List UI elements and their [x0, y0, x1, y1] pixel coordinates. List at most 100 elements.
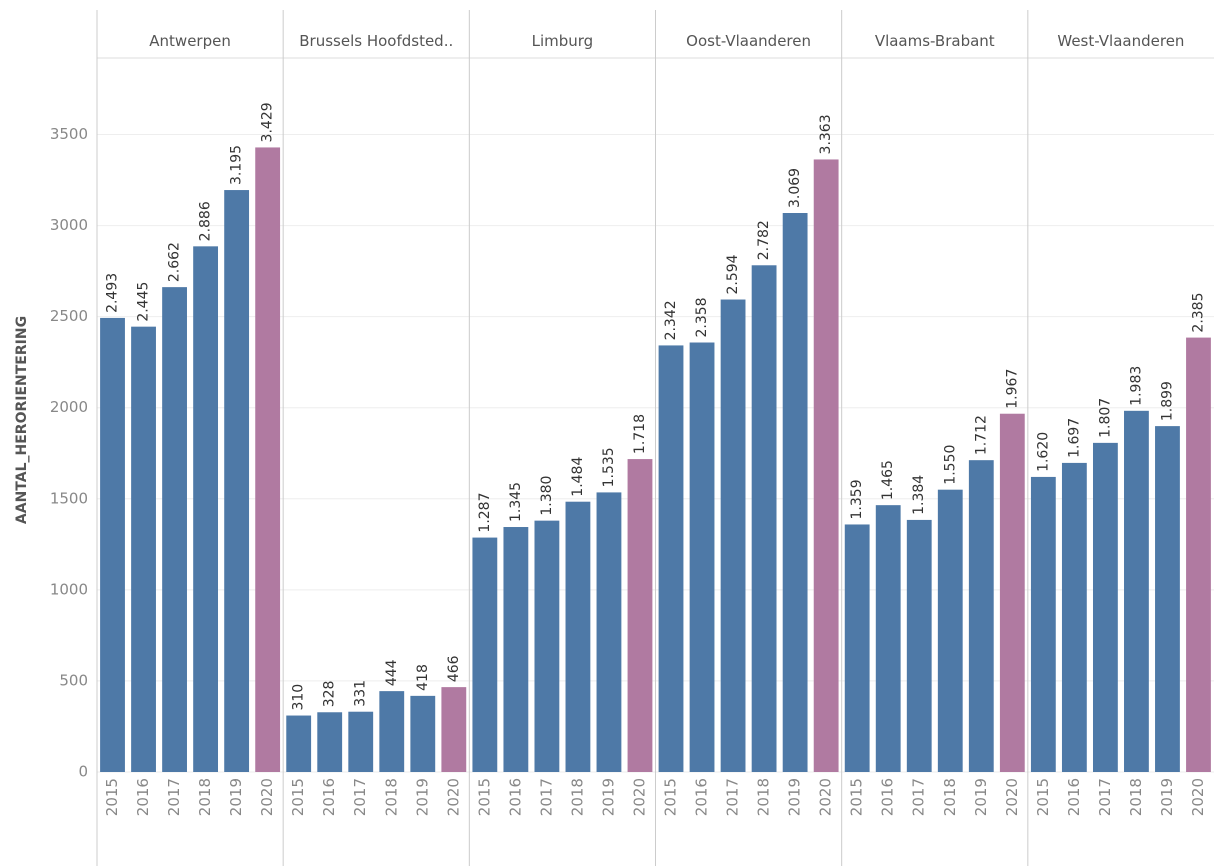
bar — [472, 537, 498, 772]
x-tick-label: 2020 — [444, 778, 462, 816]
bar — [720, 299, 746, 772]
value-label: 1.484 — [570, 457, 586, 497]
bar — [751, 265, 777, 772]
x-tick-label: 2015 — [103, 778, 121, 816]
bar — [875, 505, 901, 772]
x-tick-label: 2019 — [413, 778, 431, 816]
x-tick-label: 2019 — [599, 778, 617, 816]
x-tick-label: 2015 — [289, 778, 307, 816]
x-tick-label: 2019 — [1158, 778, 1176, 816]
value-label: 1.465 — [880, 460, 896, 500]
bar — [162, 287, 187, 772]
x-tick-label: 2017 — [724, 778, 742, 816]
x-tick-label: 2017 — [165, 778, 183, 816]
panel-header: Vlaams-Brabant — [875, 32, 995, 50]
value-label: 2.662 — [167, 242, 183, 282]
x-tick-label: 2016 — [134, 778, 152, 816]
x-tick-label: 2017 — [910, 778, 928, 816]
bar — [627, 459, 653, 772]
x-tick-label: 2020 — [1189, 778, 1207, 816]
bar — [534, 520, 560, 772]
bar — [596, 492, 622, 772]
value-label: 2.385 — [1190, 292, 1206, 332]
panel-header: Brussels Hoofdsted.. — [299, 32, 453, 50]
x-tick-label: 2019 — [786, 778, 804, 816]
value-label: 444 — [384, 659, 400, 686]
bar — [1061, 462, 1087, 772]
value-label: 1.697 — [1066, 418, 1082, 458]
value-label: 2.782 — [756, 220, 772, 260]
y-tick-label: 1500 — [50, 489, 88, 507]
value-label: 2.445 — [136, 282, 152, 322]
x-tick-label: 2020 — [630, 778, 648, 816]
value-label: 310 — [291, 684, 307, 711]
value-label: 1.807 — [1097, 398, 1113, 438]
x-tick-label: 2015 — [1034, 778, 1052, 816]
y-tick-label: 3000 — [50, 216, 88, 234]
x-tick-label: 2016 — [1065, 778, 1083, 816]
x-tick-label: 2019 — [972, 778, 990, 816]
value-label: 3.429 — [260, 102, 276, 142]
value-label: 466 — [446, 655, 462, 682]
value-label: 3.195 — [229, 145, 245, 185]
bar — [193, 246, 219, 773]
bar — [844, 524, 870, 772]
bar — [348, 711, 374, 772]
value-label: 1.384 — [911, 475, 927, 515]
bar — [131, 326, 156, 772]
value-label: 2.342 — [663, 300, 679, 340]
x-tick-label: 2018 — [568, 778, 586, 816]
y-tick-label: 500 — [59, 671, 88, 689]
bar — [410, 695, 436, 772]
value-label: 1.535 — [601, 447, 617, 487]
y-tick-label: 0 — [78, 763, 88, 781]
value-label: 2.594 — [725, 254, 741, 294]
x-tick-label: 2019 — [227, 778, 245, 816]
x-tick-label: 2015 — [848, 778, 866, 816]
value-label: 328 — [322, 681, 338, 708]
value-label: 1.718 — [632, 414, 648, 454]
bar — [100, 317, 125, 772]
bar — [255, 147, 281, 773]
bar — [286, 715, 312, 772]
value-label: 1.967 — [1004, 369, 1020, 409]
x-tick-label: 2015 — [475, 778, 493, 816]
x-tick-label: 2018 — [382, 778, 400, 816]
value-label: 2.358 — [694, 297, 710, 337]
value-label: 1.287 — [477, 492, 493, 532]
bar — [813, 159, 839, 773]
bar — [658, 345, 684, 772]
bar — [1186, 337, 1211, 772]
x-tick-label: 2018 — [196, 778, 214, 816]
bar — [999, 413, 1025, 772]
value-label: 331 — [353, 680, 369, 707]
bar — [968, 460, 994, 772]
bar — [503, 527, 529, 772]
bar — [782, 213, 808, 773]
value-label: 1.983 — [1128, 366, 1144, 406]
x-tick-label: 2018 — [941, 778, 959, 816]
x-tick-label: 2017 — [351, 778, 369, 816]
value-label: 418 — [415, 664, 431, 691]
bar — [317, 712, 343, 772]
bar — [565, 501, 591, 772]
x-tick-label: 2016 — [506, 778, 524, 816]
value-label: 2.493 — [105, 273, 121, 313]
value-label: 1.620 — [1035, 432, 1051, 472]
value-label: 1.380 — [539, 476, 555, 516]
x-tick-label: 2020 — [1003, 778, 1021, 816]
bar — [1092, 442, 1118, 772]
panel-header: Limburg — [532, 32, 594, 50]
y-tick-label: 2500 — [50, 307, 88, 325]
bar — [1124, 410, 1149, 772]
value-label: 1.712 — [973, 415, 989, 455]
x-tick-label: 2020 — [258, 778, 276, 816]
bar — [689, 342, 715, 772]
value-label: 1.345 — [508, 482, 524, 522]
bar — [379, 691, 405, 772]
value-label: 3.069 — [787, 168, 803, 208]
x-tick-label: 2017 — [1096, 778, 1114, 816]
y-tick-label: 1000 — [50, 580, 88, 598]
